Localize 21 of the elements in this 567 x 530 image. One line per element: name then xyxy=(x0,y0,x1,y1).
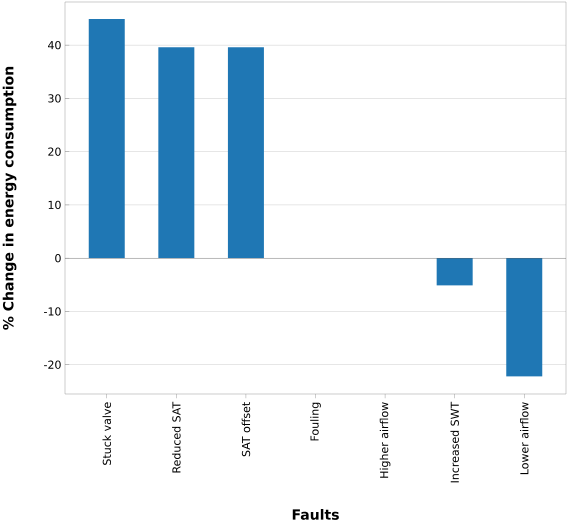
x-tick-label: Reduced SAT xyxy=(172,402,181,472)
bar xyxy=(506,258,542,376)
y-tick-label: 20 xyxy=(48,148,61,156)
x-axis-title: Faults xyxy=(292,509,339,520)
bar xyxy=(158,47,194,258)
x-tick-label: Lower airflow xyxy=(520,402,529,474)
bar xyxy=(88,19,125,258)
x-tick-label: Increased SWT xyxy=(450,402,459,482)
bar xyxy=(228,47,264,258)
bar xyxy=(436,258,473,286)
y-tick-label: -20 xyxy=(44,360,61,369)
x-tick-label: Higher airflow xyxy=(380,402,390,478)
y-tick-label: 0 xyxy=(55,254,61,262)
y-tick-label: 10 xyxy=(48,200,61,210)
x-tick-label: Fouling xyxy=(310,402,321,440)
y-tick-label: 30 xyxy=(48,94,61,103)
x-tick-label: Stuck valve xyxy=(102,402,112,465)
y-tick-label: 40 xyxy=(48,40,61,50)
x-tick-label: SAT offset xyxy=(242,402,250,456)
y-axis-title: % Change in energy consumption xyxy=(2,66,16,330)
y-tick-label: -10 xyxy=(44,307,61,316)
